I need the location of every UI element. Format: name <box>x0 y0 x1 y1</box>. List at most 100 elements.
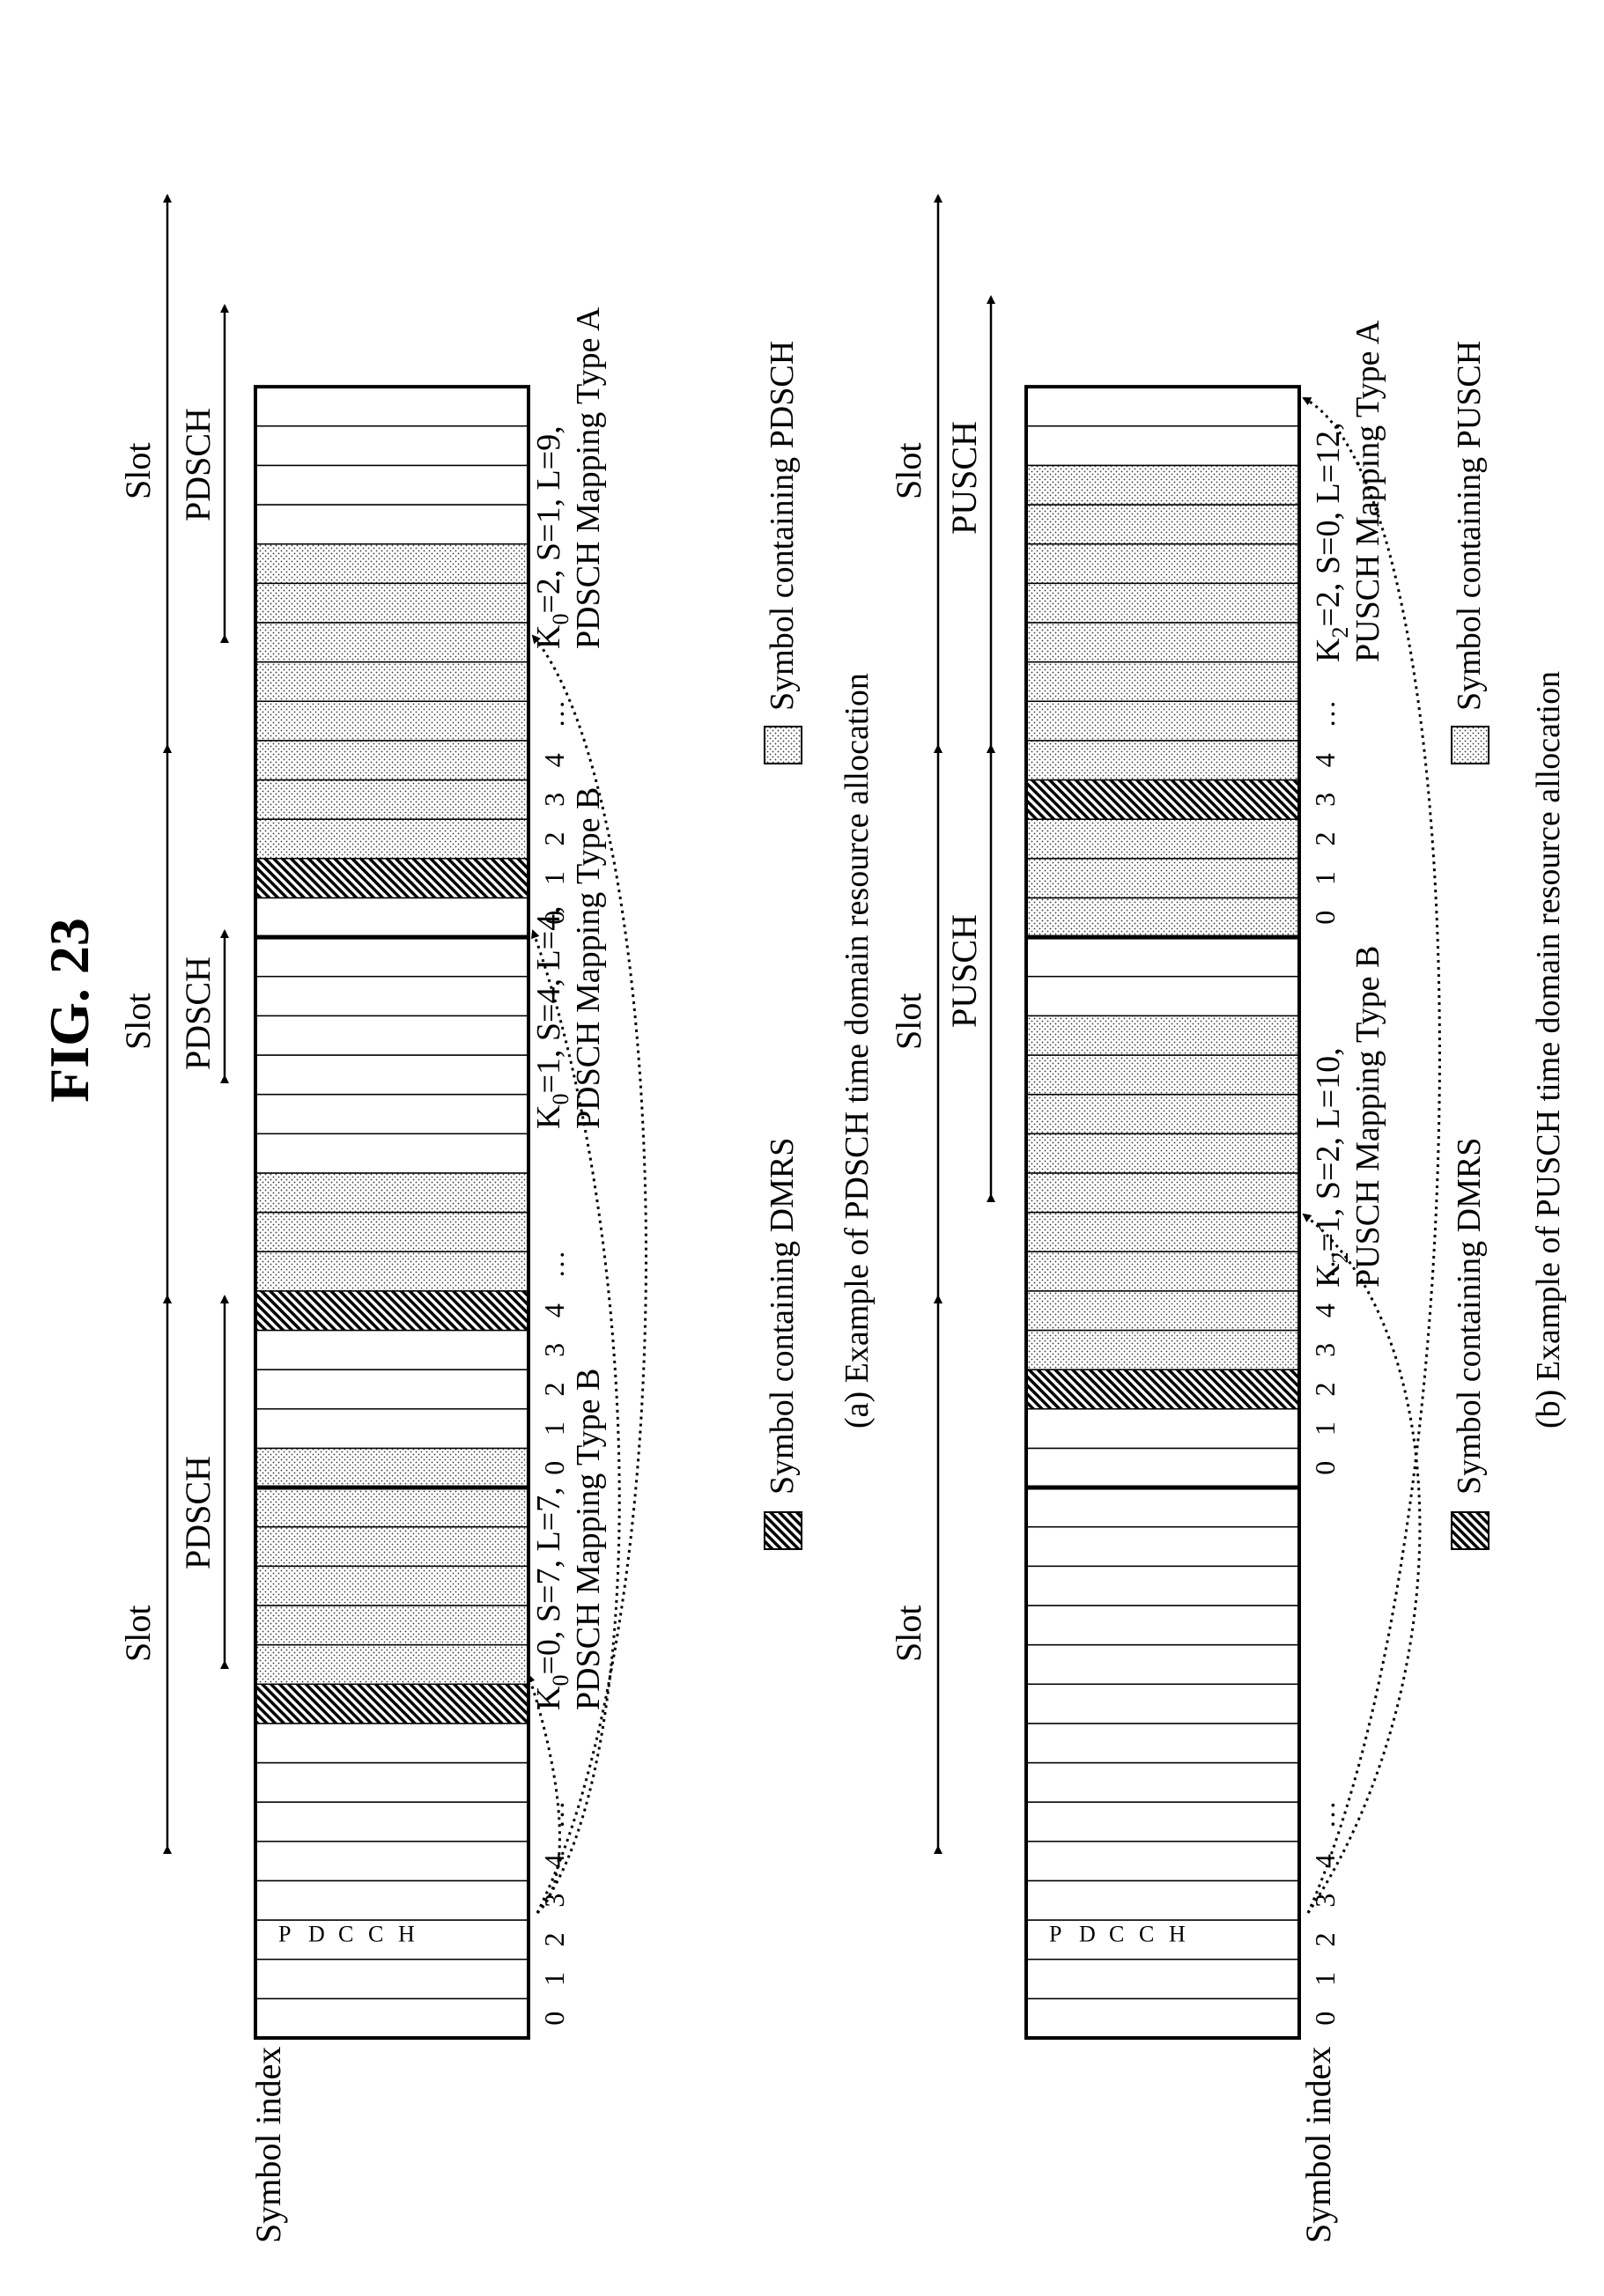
data-symbol-cell <box>1025 1211 1300 1252</box>
data-symbol-cell <box>1025 1172 1300 1214</box>
k-subscript: 0 <box>548 614 573 625</box>
pdcch-letter: C <box>368 1922 383 1947</box>
symbol-cell <box>1025 1487 1300 1528</box>
panel-b-annotation-2-type: PUSCH Mapping Type A <box>1349 320 1386 662</box>
k-params: =1, S=2, L=10, <box>1310 1047 1347 1251</box>
data-symbol-cell <box>1025 1329 1300 1370</box>
k-symbol: K <box>1310 638 1347 662</box>
symbol-cell <box>1025 425 1300 467</box>
data-symbol-cell <box>255 1251 529 1292</box>
panel-b-legend-pusch-label: Symbol containing PUSCH <box>1451 341 1488 711</box>
data-symbol-cell <box>1025 818 1300 860</box>
pdcch-letter: H <box>398 1922 415 1947</box>
symbol-cell <box>255 386 529 427</box>
data-symbol-cell <box>1025 740 1300 781</box>
symbol-cell <box>255 1015 529 1056</box>
panel-a-pdsch-label-3: PDSCH <box>178 408 218 521</box>
scheduling-arrow-k0-2 <box>531 634 647 1914</box>
dmrs-symbol-cell <box>255 1290 529 1332</box>
data-symbol-cell <box>1025 700 1300 742</box>
symbol-index-number: 4 <box>538 1303 570 1318</box>
symbol-index-number: … <box>1309 1800 1341 1828</box>
panel-a-symbol-index-label: Symbol index <box>248 2047 288 2243</box>
symbol-cell <box>255 1369 529 1410</box>
panel-b-annotation-2: K2=2, S=0, L=12, <box>1310 422 1353 662</box>
symbol-cell <box>1025 1565 1300 1606</box>
panel-a-caption: (a) Example of PDSCH time domain resourc… <box>839 673 876 1429</box>
k-symbol: K <box>1310 1263 1347 1288</box>
panel-b-legend-dmrs-swatch <box>1451 1511 1489 1550</box>
symbol-cell <box>1025 1919 1300 1960</box>
symbol-index-number: 2 <box>1309 831 1341 845</box>
panel-a-annotation-3-type: PDSCH Mapping Type A <box>570 306 607 649</box>
panel-b-symbol-grid <box>1024 385 1301 2040</box>
scheduling-arrow-k2-1 <box>1302 1213 1422 1914</box>
symbol-index-number: 3 <box>538 793 570 807</box>
k-params: =2, S=1, L=9, <box>530 425 567 613</box>
dmrs-symbol-cell <box>1025 779 1300 820</box>
pdcch-letter: P <box>1049 1922 1061 1947</box>
symbol-cell <box>255 464 529 506</box>
panel-a-annotation-1: K0=0, S=7, L=7, <box>530 1487 573 1710</box>
panel-a-pdsch-label-2: PDSCH <box>178 956 218 1070</box>
panel-a-pdsch-label-1: PDSCH <box>178 1456 218 1569</box>
data-symbol-cell <box>255 543 529 585</box>
k-params: =0, S=7, L=7, <box>530 1487 567 1674</box>
symbol-cell <box>1025 1408 1300 1450</box>
symbol-index-number: 0 <box>1309 2012 1341 2026</box>
grid-outline <box>254 385 530 2040</box>
data-symbol-cell <box>1025 1251 1300 1292</box>
data-symbol-cell <box>255 622 529 663</box>
panel-b-slot-label-3: Slot <box>889 443 928 499</box>
k-params: =1, S=4, L=4, <box>530 905 567 1093</box>
symbol-index-number: 2 <box>1309 1382 1341 1396</box>
data-symbol-cell <box>1025 1054 1300 1096</box>
data-symbol-cell <box>1025 582 1300 624</box>
symbol-index-number: 3 <box>1309 793 1341 807</box>
dmrs-symbol-cell <box>255 1683 529 1724</box>
symbol-cell <box>255 1723 529 1764</box>
symbol-cell <box>255 1958 529 2000</box>
data-symbol-cell <box>255 1565 529 1606</box>
data-symbol-cell <box>1025 543 1300 585</box>
pdcch-letter: P <box>278 1922 291 1947</box>
symbol-index-number: 3 <box>538 1343 570 1357</box>
data-symbol-cell <box>1025 661 1300 702</box>
k-subscript: 0 <box>548 1675 573 1687</box>
symbol-cell <box>1025 936 1300 978</box>
panel-b-slot-label-1: Slot <box>889 1606 928 1662</box>
panel-b-annotation-1: K2=1, S=2, L=10, <box>1310 1047 1353 1288</box>
panel-b-pusch-label-2: PUSCH <box>944 421 984 535</box>
panel-a-annotation-2-type: PDSCH Mapping Type B <box>570 787 607 1129</box>
symbol-index-number: 2 <box>538 831 570 845</box>
data-symbol-cell <box>255 1643 529 1685</box>
data-symbol-cell <box>1025 464 1300 506</box>
panel-b-legend-pusch-swatch <box>1451 726 1489 764</box>
symbol-cell <box>255 1329 529 1370</box>
panel-b-pusch-label-1: PUSCH <box>944 914 984 1028</box>
data-symbol-cell <box>255 1525 529 1568</box>
symbol-cell <box>255 1408 529 1450</box>
symbol-cell <box>1025 975 1300 1017</box>
symbol-cell <box>255 1879 529 1921</box>
dmrs-symbol-cell <box>1025 1369 1300 1410</box>
symbol-cell <box>255 936 529 978</box>
symbol-cell <box>1025 1879 1300 1921</box>
symbol-index-number: 4 <box>538 1854 570 1868</box>
symbol-index-number: 1 <box>1309 1421 1341 1436</box>
panel-b-scheduling-arrows <box>1302 396 1441 1914</box>
symbol-index-number: 3 <box>538 1894 570 1908</box>
panel-a-slot-label-2: Slot <box>118 993 158 1050</box>
panel-a-symbol-grid <box>254 385 530 2040</box>
data-symbol-cell <box>1025 1290 1300 1332</box>
data-symbol-cell <box>1025 504 1300 545</box>
symbol-cell <box>255 975 529 1017</box>
symbol-cell <box>255 1054 529 1096</box>
symbol-cell <box>255 1133 529 1174</box>
symbol-cell <box>1025 1605 1300 1646</box>
symbol-cell <box>1025 1801 1300 1842</box>
panel-b-annotation-1-type: PUSCH Mapping Type B <box>1349 946 1386 1288</box>
